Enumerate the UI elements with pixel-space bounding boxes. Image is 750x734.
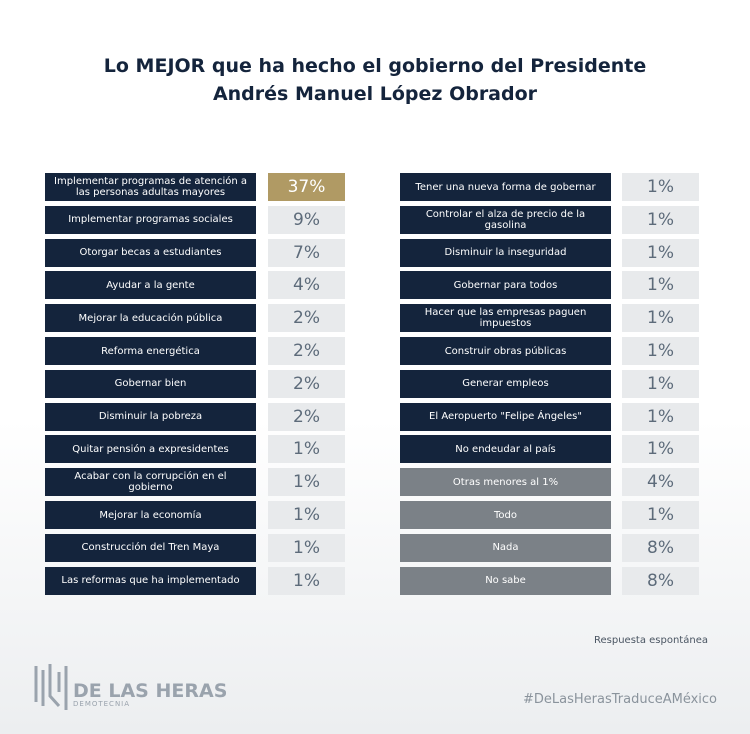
item-value: 1% [622, 369, 699, 398]
item-label: Hacer que las empresas paguen impuestos [400, 304, 611, 333]
item-value: 1% [268, 533, 345, 562]
item-label: Otras menores al 1% [400, 468, 611, 497]
item-label: Construcción del Tren Maya [45, 533, 256, 562]
item-label: Tener una nueva forma de gobernar [400, 173, 611, 201]
title: Lo MEJOR que ha hecho el gobierno del Pr… [103, 55, 647, 77]
item-value: 1% [268, 501, 345, 529]
item-value: 1% [622, 337, 699, 365]
item-value: 2% [268, 304, 345, 333]
item-value: 8% [622, 533, 699, 562]
item-value: 1% [622, 205, 699, 234]
item-label: Generar empleos [400, 369, 611, 398]
item-value: 1% [268, 435, 345, 464]
item-label: El Aeropuerto "Felipe Ángeles" [400, 402, 611, 431]
item-label: Construir obras públicas [400, 337, 611, 365]
hashtag: #DeLasHerasTraduceAMéxico [523, 692, 718, 707]
item-value: 2% [268, 337, 345, 365]
item-label: Disminuir la pobreza [45, 402, 256, 431]
item-label: Implementar programas de atención a las … [45, 173, 256, 201]
item-value: 2% [268, 369, 345, 398]
logo-icon [34, 664, 68, 710]
item-value: 1% [622, 435, 699, 464]
item-label: Reforma energética [45, 337, 256, 365]
item-label: Gobernar para todos [400, 271, 611, 300]
item-label: Gobernar bien [45, 369, 256, 398]
note: Respuesta espontánea [594, 635, 708, 646]
item-value: 1% [622, 501, 699, 529]
item-value: 9% [268, 205, 345, 234]
item-value: 1% [622, 173, 699, 201]
item-label: No sabe [400, 566, 611, 595]
item-label: Acabar con la corrupción en el gobierno [45, 468, 256, 497]
item-label: Controlar el alza de precio de la gasoli… [400, 205, 611, 234]
item-value: 37% [268, 173, 345, 201]
item-value: 1% [622, 238, 699, 267]
item-value: 1% [622, 304, 699, 333]
title: Andrés Manuel López Obrador [212, 83, 538, 105]
item-label: Otorgar becas a estudiantes [45, 238, 256, 267]
item-label: Todo [400, 501, 611, 529]
item-label: Disminuir la inseguridad [400, 238, 611, 267]
item-value: 1% [268, 468, 345, 497]
item-value: 2% [268, 402, 345, 431]
logo-name: DE LAS HERAS [73, 680, 228, 702]
item-value: 1% [268, 566, 345, 595]
item-value: 4% [268, 271, 345, 300]
item-label: Mejorar la economía [45, 501, 256, 529]
item-label: Mejorar la educación pública [45, 304, 256, 333]
item-value: 7% [268, 238, 345, 267]
item-label: No endeudar al país [400, 435, 611, 464]
logo-subtitle: DEMOTECNIA [73, 700, 131, 708]
item-label: Las reformas que ha implementado [45, 566, 256, 595]
item-value: 1% [622, 402, 699, 431]
item-label: Ayudar a la gente [45, 271, 256, 300]
item-label: Implementar programas sociales [45, 205, 256, 234]
item-label: Quitar pensión a expresidentes [45, 435, 256, 464]
item-label: Nada [400, 533, 611, 562]
item-value: 8% [622, 566, 699, 595]
item-value: 4% [622, 468, 699, 497]
item-value: 1% [622, 271, 699, 300]
